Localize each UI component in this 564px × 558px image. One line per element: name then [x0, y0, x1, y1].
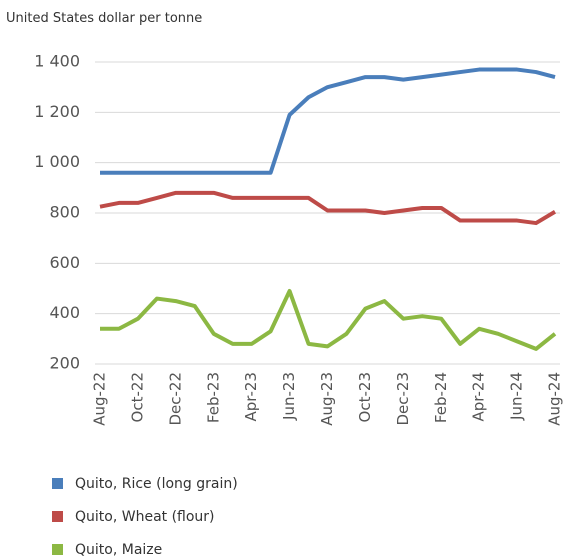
- x-tick-label: Oct-22: [128, 372, 146, 422]
- y-tick-label: 800: [49, 203, 80, 222]
- x-tick-label: Aug-22: [91, 372, 109, 426]
- x-tick-label: Apr-23: [242, 372, 260, 422]
- line: [99, 190, 557, 226]
- line: [100, 67, 556, 175]
- chart-title: United States dollar per tonne: [6, 11, 202, 26]
- y-tick-label: 600: [49, 253, 80, 272]
- y-tick-label: 1 000: [34, 152, 80, 171]
- legend-label: Quito, Wheat (flour): [75, 509, 215, 525]
- y-tick-label: 400: [49, 303, 80, 322]
- legend-label: Quito, Rice (long grain): [75, 476, 238, 492]
- x-tick-label: Dec-23: [394, 372, 412, 426]
- x-tick-label: Jun-23: [280, 372, 298, 421]
- x-tick-label: Feb-24: [432, 372, 450, 423]
- x-tick-label: Oct-23: [356, 372, 374, 422]
- legend-swatch: [52, 478, 63, 489]
- y-tick-label: 200: [49, 354, 80, 373]
- x-tick-label: Aug-23: [318, 372, 336, 426]
- x-tick-label: Aug-24: [546, 372, 564, 426]
- x-tick-label: Jun-24: [508, 372, 526, 421]
- legend-label: Quito, Maize: [75, 542, 162, 558]
- line: [100, 289, 557, 351]
- y-tick-label: 1 400: [34, 52, 80, 71]
- legend-swatch: [52, 511, 63, 522]
- x-tick-label: Apr-24: [470, 372, 488, 422]
- x-tick-label: Feb-23: [204, 372, 222, 423]
- y-tick-label: 1 200: [34, 102, 80, 121]
- legend-swatch: [52, 544, 63, 555]
- x-tick-label: Dec-22: [166, 372, 184, 426]
